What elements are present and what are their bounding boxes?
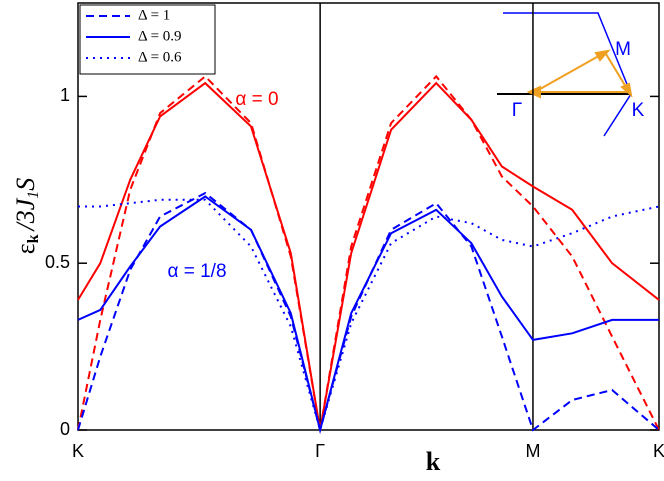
- annotation: α = 1/8: [167, 261, 226, 282]
- inset-zone-edge: [503, 12, 632, 137]
- y-tick-label: 1: [60, 85, 70, 105]
- inset-label: Γ: [512, 100, 522, 121]
- inset-label: M: [615, 39, 631, 60]
- plot-frame: [77, 2, 660, 431]
- x-tick-label: Γ: [315, 441, 325, 461]
- y-label-part: /3J: [11, 197, 40, 232]
- x-tick-label: K: [72, 441, 84, 461]
- arrow-head: [526, 85, 541, 99]
- series-line: [77, 191, 660, 434]
- series-line: [78, 198, 660, 434]
- inset-arrows: [526, 49, 633, 99]
- y-axis-label: εk/3J1S: [11, 178, 42, 255]
- y-label-part: k: [25, 234, 42, 243]
- legend-label: Δ = 0.6: [138, 49, 182, 65]
- x-tick-label: K: [653, 441, 664, 461]
- arrow-head: [594, 49, 611, 62]
- y-label-part: S: [11, 178, 40, 191]
- inset: Γ M K: [497, 12, 645, 137]
- inset-arrow: [532, 52, 605, 94]
- inset-label: K: [632, 100, 645, 121]
- y-label-part: ε: [11, 243, 40, 254]
- series-line: [77, 195, 659, 434]
- y-tick-label: 0.5: [45, 252, 70, 272]
- y-tick-label: 0: [60, 419, 70, 439]
- legend-label: Δ = 1: [138, 7, 170, 23]
- series-line: [77, 74, 660, 431]
- x-axis-label: k: [426, 447, 441, 476]
- x-tick-label: M: [525, 441, 540, 461]
- series-line: [77, 81, 660, 431]
- legend-label: Δ = 0.9: [138, 28, 182, 44]
- y-label-part: 1: [25, 191, 42, 199]
- annotation: α = 0: [235, 89, 278, 110]
- legend: Δ = 1 Δ = 0.9 Δ = 0.6: [79, 4, 216, 75]
